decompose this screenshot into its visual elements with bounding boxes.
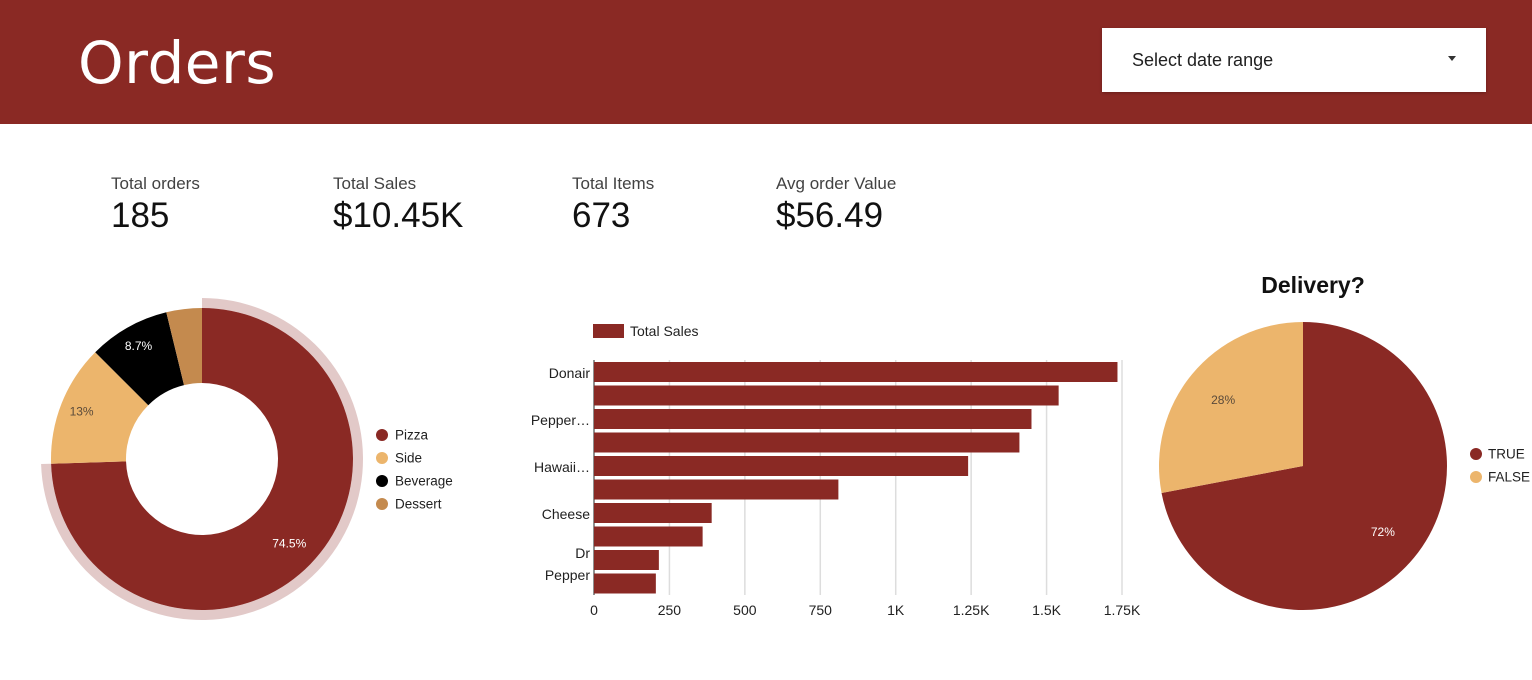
category-label: Donair (549, 365, 591, 381)
category-label: Cheese (542, 506, 590, 522)
bar-9[interactable] (594, 550, 659, 570)
header-bar: Orders Select date range (0, 0, 1532, 124)
x-tick-label: 1.25K (953, 602, 990, 618)
sales-bar-chart: Total Sales Donair Pepper… Hawaii… Cheese Dr P… (531, 323, 1141, 618)
legend-swatch-beverage (376, 475, 388, 487)
date-range-label: Select date range (1132, 50, 1274, 70)
category-label: Hawaii… (534, 459, 590, 475)
bar-1[interactable] (594, 362, 1118, 382)
bar-10[interactable] (594, 573, 656, 594)
category-donut-chart: 74.5% 13% 8.7% Pizza Side Beverage Dessert (41, 298, 453, 620)
donut-slice-dessert[interactable] (166, 308, 202, 386)
kpi-value: $10.45K (333, 196, 464, 235)
bar-6[interactable] (594, 479, 839, 500)
bar-5[interactable] (594, 456, 969, 476)
legend-swatch-true (1470, 448, 1482, 460)
legend-label-false: FALSE (1488, 470, 1530, 485)
legend-label-beverage: Beverage (395, 474, 453, 489)
kpi-label: Avg order Value (776, 174, 897, 193)
kpi-label: Total orders (111, 174, 200, 193)
bar-4[interactable] (594, 432, 1020, 453)
category-label: Dr (575, 545, 590, 561)
slice-label: 8.7% (125, 339, 153, 353)
pie-slice-false[interactable] (1159, 322, 1303, 493)
legend-label-side: Side (395, 451, 422, 466)
chevron-down-icon (1448, 56, 1456, 61)
donut-slice-beverage[interactable] (95, 312, 185, 406)
slice-label: 74.5% (272, 537, 306, 551)
slice-label: 28% (1211, 393, 1235, 407)
legend-label-pizza: Pizza (395, 428, 429, 443)
chart-title: Delivery? (1261, 272, 1365, 298)
legend-swatch-dessert (376, 498, 388, 510)
x-tick-label: 750 (809, 602, 833, 618)
legend-swatch-side (376, 452, 388, 464)
bar-3[interactable] (594, 409, 1032, 429)
kpi-total-sales: Total Sales $10.45K (333, 172, 463, 236)
kpi-label: Total Items (572, 174, 655, 193)
slice-label: 13% (70, 404, 94, 418)
legend-label-true: TRUE (1488, 447, 1525, 462)
bar-2[interactable] (594, 385, 1059, 406)
kpi-label: Total Sales (333, 174, 417, 193)
legend-label-total-sales: Total Sales (630, 323, 698, 339)
x-tick-label: 1.75K (1104, 602, 1141, 618)
bar-7[interactable] (594, 503, 712, 523)
legend-label-dessert: Dessert (395, 497, 442, 512)
legend-swatch-pizza (376, 429, 388, 441)
legend-swatch-false (1470, 471, 1482, 483)
category-label: Pepper… (531, 412, 590, 428)
donut-slice-side[interactable] (50, 352, 149, 464)
date-range-select[interactable]: Select date range (1102, 28, 1486, 92)
kpi-value: 185 (111, 196, 170, 235)
x-tick-label: 500 (733, 602, 757, 618)
slice-label: 72% (1371, 525, 1395, 539)
kpi-avg-order-value: Avg order Value $56.49 (776, 172, 896, 236)
x-tick-label: 1K (887, 602, 905, 618)
delivery-pie-chart: Delivery? 72% 28% TRUE FALSE (1159, 272, 1530, 610)
kpi-value: 673 (572, 196, 631, 235)
legend-swatch-total-sales (593, 324, 624, 338)
kpi-total-items: Total Items 673 (572, 172, 654, 236)
x-tick-label: 0 (590, 602, 598, 618)
bar-8[interactable] (594, 526, 703, 547)
pie-slice-true[interactable] (1161, 322, 1447, 610)
category-label: Pepper (545, 567, 590, 583)
kpi-total-orders: Total orders 185 (111, 172, 200, 236)
x-tick-label: 250 (658, 602, 682, 618)
kpi-value: $56.49 (776, 196, 884, 235)
donut-slice-pizza[interactable] (51, 308, 354, 611)
page-title: Orders (78, 29, 277, 97)
x-tick-label: 1.5K (1032, 602, 1061, 618)
